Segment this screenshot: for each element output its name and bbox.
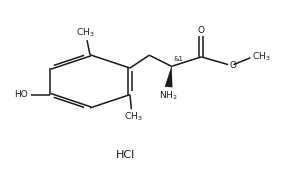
Polygon shape bbox=[165, 66, 172, 87]
Text: CH$_3$: CH$_3$ bbox=[252, 51, 271, 63]
Text: O: O bbox=[229, 61, 236, 70]
Text: CH$_3$: CH$_3$ bbox=[123, 111, 142, 123]
Text: HCl: HCl bbox=[116, 150, 135, 160]
Text: CH$_3$: CH$_3$ bbox=[76, 26, 95, 39]
Text: O: O bbox=[198, 26, 205, 35]
Text: HO: HO bbox=[15, 90, 28, 99]
Text: &1: &1 bbox=[173, 56, 183, 62]
Text: NH$_2$: NH$_2$ bbox=[159, 89, 178, 102]
